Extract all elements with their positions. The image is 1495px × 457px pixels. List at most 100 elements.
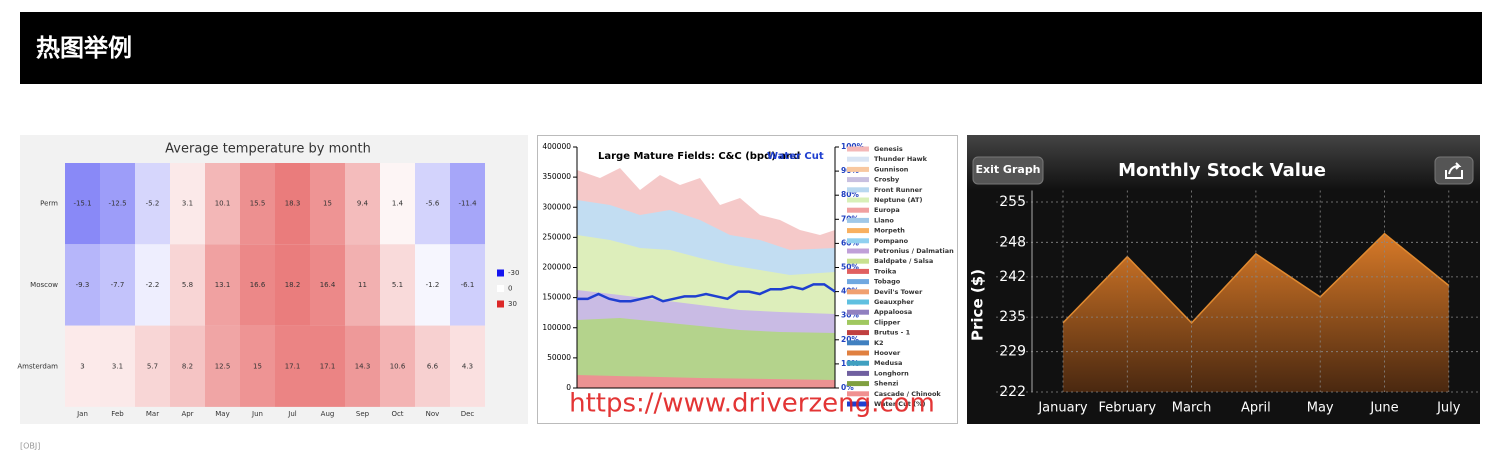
legend-swatch	[847, 217, 869, 223]
heat-cell	[450, 244, 485, 326]
legend-label: 0	[508, 285, 512, 293]
y-tick-label: 100000	[542, 323, 571, 332]
cell-label: -11.4	[458, 200, 477, 208]
heat-cell	[415, 244, 450, 326]
legend-swatch	[847, 340, 869, 346]
y2-tick-label: 20%	[841, 335, 859, 344]
heat-cell	[205, 244, 240, 326]
exit-button-label[interactable]: Exit Graph	[975, 163, 1040, 176]
cell-label: 3.1	[182, 200, 193, 208]
y-tick-label: 235	[999, 309, 1026, 325]
heat-cell	[310, 325, 345, 407]
legend-swatch	[497, 300, 504, 308]
legend-swatch	[847, 258, 869, 264]
legend-swatch	[847, 381, 869, 387]
header-bar	[20, 12, 1482, 84]
legend-label: Genesis	[874, 145, 903, 153]
y-tick-label: 255	[999, 194, 1026, 210]
heat-cell	[100, 163, 135, 245]
legend-swatch	[847, 248, 869, 254]
legend-swatch	[497, 269, 504, 277]
cell-label: 5.1	[392, 281, 403, 289]
heat-cell	[205, 163, 240, 245]
cell-label: 18.3	[285, 200, 301, 208]
x-tick-label: Feb	[111, 410, 124, 418]
heat-cell	[135, 163, 170, 245]
heat-cell	[450, 325, 485, 407]
cell-label: 4.3	[462, 362, 473, 370]
legend-label: Brutus - 1	[874, 329, 911, 337]
cell-label: 9.4	[357, 200, 369, 208]
heat-cell	[135, 244, 170, 326]
y-tick-label: 248	[999, 234, 1026, 250]
legend-swatch	[847, 228, 869, 234]
cell-label: 10.1	[215, 200, 231, 208]
legend-label: Pompano	[874, 237, 909, 245]
legend-label: Shenzi	[874, 380, 898, 388]
legend-label: -30	[508, 269, 519, 277]
legend-label: K2	[874, 339, 884, 347]
heat-cell	[380, 325, 415, 407]
cell-label: 12.5	[215, 362, 231, 370]
cell-label: 8.2	[182, 362, 193, 370]
x-tick-label: Nov	[426, 410, 440, 418]
legend-swatch	[847, 401, 869, 407]
exit-button[interactable]	[972, 156, 1044, 185]
legend-label: Gunnison	[874, 165, 909, 173]
x-tick-label: Oct	[391, 410, 403, 418]
heat-cell	[170, 325, 205, 407]
legend-label: Water Cut (%)	[874, 400, 926, 408]
y-tick-label: 150000	[542, 293, 571, 302]
share-button[interactable]	[1434, 156, 1474, 185]
legend-swatch	[847, 370, 869, 376]
header-title: 热图举例	[36, 34, 132, 62]
legend-swatch	[847, 166, 869, 172]
legend-label: Hoover	[874, 349, 901, 357]
legend-swatch	[497, 285, 504, 292]
x-tick-label: February	[1098, 401, 1156, 416]
legend-swatch	[847, 177, 869, 183]
chart-title-highlight: Water Cut	[767, 151, 824, 162]
share-icon[interactable]	[1445, 162, 1463, 179]
x-tick-label: Dec	[461, 410, 475, 418]
x-tick-label: July	[1436, 401, 1461, 416]
row-label: Perm	[40, 200, 58, 208]
legend-swatch	[847, 299, 869, 305]
legend-label: Troika	[874, 267, 896, 275]
legend-label: Llano	[874, 216, 894, 224]
x-tick-label: Sep	[356, 410, 370, 418]
legend-swatch	[847, 330, 869, 336]
cell-label: 17.1	[320, 362, 336, 370]
x-tick-label: June	[1369, 401, 1398, 416]
row-label: Amsterdam	[17, 362, 58, 370]
cell-label: 15.5	[250, 200, 266, 208]
heat-cell	[275, 244, 310, 326]
heat-cell	[380, 163, 415, 245]
cell-label: 5.7	[147, 362, 158, 370]
cell-label: -2.2	[146, 281, 160, 289]
y-tick-label: 300000	[542, 202, 571, 211]
heat-cell	[240, 244, 275, 326]
legend-label: Geauxpher	[874, 298, 915, 306]
heat-cell	[170, 163, 205, 245]
price-area	[1063, 233, 1449, 392]
cell-label: 6.6	[427, 362, 439, 370]
y2-tick-label: 30%	[841, 311, 859, 320]
stock-toolbar	[967, 135, 1480, 190]
heat-cell	[205, 325, 240, 407]
cell-label: 3.1	[112, 362, 123, 370]
legend-swatch	[847, 350, 869, 356]
legend-label: Cascade / Chinook	[874, 390, 941, 398]
cell-label: 13.1	[215, 281, 231, 289]
row-label: Moscow	[30, 281, 58, 289]
legend-label: Baldpate / Salsa	[874, 257, 933, 265]
x-tick-label: Mar	[146, 410, 159, 418]
legend-swatch	[847, 146, 869, 152]
y2-tick-label: 80%	[841, 190, 859, 199]
chart-title: Large Mature Fields: C&C (bpd) and	[598, 151, 800, 162]
y-tick-label: 222	[999, 384, 1026, 400]
cell-label: 15	[323, 200, 332, 208]
legend-label: Neptune (AT)	[874, 196, 922, 204]
